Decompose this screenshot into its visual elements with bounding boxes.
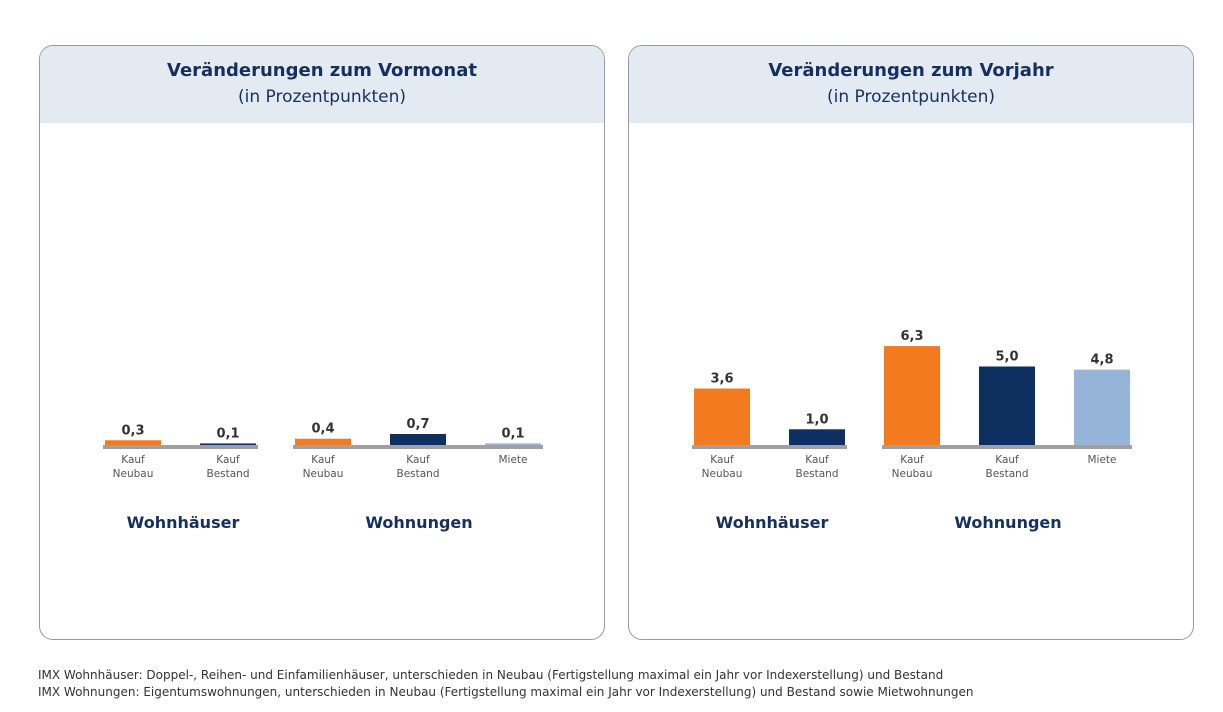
bar <box>105 440 161 445</box>
chart-panel-vormonat: Veränderungen zum Vormonat (in Prozentpu… <box>39 45 605 640</box>
bar <box>200 443 256 445</box>
data-label: 5,0 <box>995 350 1018 365</box>
bar-chart-vorjahr: 3,6 Kauf Neubau 1,0 Kauf Bestand Wohnhäuser 6,3… <box>692 329 1132 532</box>
panel-header: Veränderungen zum Vorjahr (in Prozentpun… <box>629 46 1193 123</box>
bar <box>789 429 845 445</box>
group-label: Wohnhäuser <box>127 513 240 532</box>
category-label: Neubau <box>303 468 344 480</box>
bar-chart-vormonat: 0,3 Kauf Neubau 0,1 Kauf Bestand Wohnhäuser 0,4… <box>103 417 543 532</box>
chart-subtitle: (in Prozentpunkten) <box>237 87 407 107</box>
category-label: Kauf <box>995 454 1019 466</box>
category-label: Bestand <box>396 468 439 480</box>
category-label: Miete <box>498 454 527 466</box>
footnote-wohnungen: IMX Wohnungen: Eigentumswohnungen, unter… <box>38 685 974 699</box>
data-label: 3,6 <box>710 371 733 386</box>
data-label: 0,7 <box>406 417 429 432</box>
data-label: 0,3 <box>121 423 144 438</box>
category-label: Neubau <box>892 468 933 480</box>
data-label: 6,3 <box>900 329 923 344</box>
baseline <box>103 445 258 449</box>
group-label: Wohnungen <box>954 513 1061 532</box>
category-label: Bestand <box>206 468 249 480</box>
bar <box>979 366 1035 445</box>
group-label: Wohnungen <box>365 513 472 532</box>
footnote-wohnhaeuser: IMX Wohnhäuser: Doppel-, Reihen- und Ein… <box>38 668 944 682</box>
data-label: 1,0 <box>805 412 828 427</box>
category-label: Kauf <box>710 454 734 466</box>
category-label: Bestand <box>795 468 838 480</box>
baseline <box>293 445 543 449</box>
category-label: Kauf <box>311 454 335 466</box>
category-label: Kauf <box>900 454 924 466</box>
data-label: 4,8 <box>1090 353 1113 368</box>
bar <box>390 434 446 445</box>
chart-subtitle: (in Prozentpunkten) <box>826 87 996 107</box>
bar <box>485 443 541 445</box>
category-label: Miete <box>1087 454 1116 466</box>
category-label: Kauf <box>805 454 829 466</box>
data-label: 0,1 <box>216 426 239 441</box>
category-label: Kauf <box>216 454 240 466</box>
category-label: Neubau <box>702 468 743 480</box>
panel-header: Veränderungen zum Vormonat (in Prozentpu… <box>40 46 604 123</box>
group-label: Wohnhäuser <box>716 513 829 532</box>
category-label: Neubau <box>113 468 154 480</box>
category-label: Kauf <box>121 454 145 466</box>
baseline <box>692 445 847 449</box>
baseline <box>882 445 1132 449</box>
bar <box>884 346 940 445</box>
chart-title: Veränderungen zum Vormonat <box>167 60 477 81</box>
category-label: Bestand <box>985 468 1028 480</box>
chart-title: Veränderungen zum Vorjahr <box>768 60 1054 81</box>
chart-panel-vorjahr: Veränderungen zum Vorjahr (in Prozentpun… <box>628 45 1194 640</box>
bar <box>694 388 750 445</box>
category-label: Kauf <box>406 454 430 466</box>
footnotes: IMX Wohnhäuser: Doppel-, Reihen- und Ein… <box>38 667 1218 701</box>
bar <box>1074 369 1130 445</box>
bar <box>295 438 351 445</box>
data-label: 0,1 <box>501 426 524 441</box>
data-label: 0,4 <box>311 422 334 437</box>
